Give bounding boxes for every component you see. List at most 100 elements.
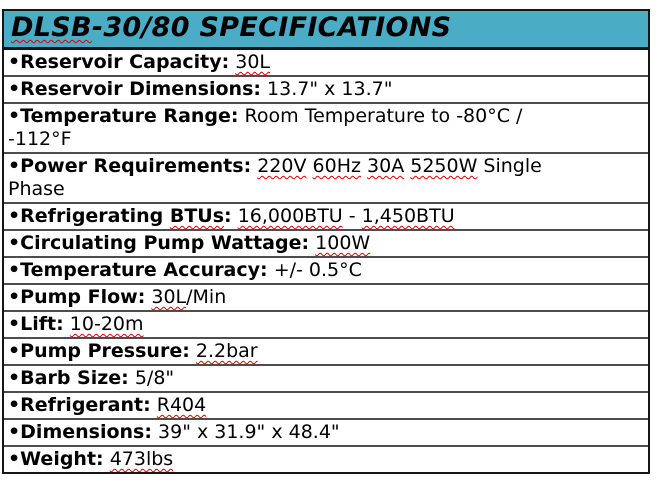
text-segment: Weight: [20, 448, 104, 470]
text-segment: Power Requirements: [20, 155, 252, 177]
spec-label: Barb Size: [20, 367, 129, 389]
spec-row: •Temperature Range: Room Temperature to … [4, 104, 648, 154]
spec-value: Room Temperature to -80°C / -112°F [8, 105, 522, 150]
misspelled-text: 10-20m [69, 313, 144, 335]
text-segment: Phase [8, 178, 65, 200]
misspelled-text: 16,000BTU [237, 205, 343, 227]
bullet-icon: • [8, 421, 21, 443]
text-segment: Single [477, 155, 542, 177]
bullet-icon: • [8, 340, 21, 362]
spec-value: R404 [151, 394, 207, 416]
misspelled-text: 30L [235, 51, 271, 73]
spec-label: Reservoir Dimensions: [20, 78, 261, 100]
text-segment: Pump Flow: [20, 286, 146, 308]
spec-row: •Reservoir Dimensions: 13.7" x 13.7" [4, 77, 648, 104]
spec-row: •Power Requirements: 220V 60Hz 30A 5250W… [4, 154, 648, 204]
spec-label: Temperature Accuracy: [20, 259, 267, 281]
spec-row: •Circulating Pump Wattage: 100W [4, 231, 648, 258]
text-segment: +/- 0.5°C [273, 259, 362, 281]
text-segment: -112°F [8, 128, 72, 150]
spec-row: •Dimensions: 39" x 31.9" x 48.4" [4, 420, 648, 447]
misspelled-text: 2.2bar [195, 340, 258, 362]
spec-row: •Refrigerating BTUs: 16,000BTU - 1,450BT… [4, 204, 648, 231]
text-segment: 39" x 31.9" x 48.4" [158, 421, 340, 443]
spec-label: Reservoir Capacity: [20, 51, 229, 73]
spec-row: •Pump Flow: 30L/Min [4, 285, 648, 312]
bullet-icon: • [8, 78, 21, 100]
text-segment: 13.7" x 13.7" [267, 78, 393, 100]
bullet-icon: • [8, 394, 21, 416]
bullet-icon: • [8, 259, 21, 281]
spec-rows: •Reservoir Capacity: 30L •Reservoir Dime… [4, 50, 648, 472]
spec-value: 30L/Min [145, 286, 226, 308]
spec-label: Weight: [20, 448, 104, 470]
text-segment: : [224, 205, 232, 227]
text-segment: /Min [186, 286, 227, 308]
spec-value: 5/8" [129, 367, 174, 389]
spec-value: 16,000BTU - 1,450BTU [232, 205, 455, 227]
spec-label: Refrigerating BTUs: [20, 205, 231, 227]
spec-row: •Barb Size: 5/8" [4, 366, 648, 393]
text-segment: Dimensions: [20, 421, 152, 443]
spec-label: Temperature Range: [20, 105, 238, 127]
spec-row: •Refrigerant: R404 [4, 393, 648, 420]
text-segment: Circulating Pump Wattage: [20, 232, 310, 254]
misspelled-text: 473lbs [109, 448, 174, 470]
bullet-icon: • [8, 286, 21, 308]
bullet-icon: • [8, 232, 21, 254]
bullet-icon: • [8, 155, 21, 177]
misspelled-text: BTUs [169, 205, 225, 227]
spec-value: 100W [309, 232, 370, 254]
spec-value: 473lbs [104, 448, 174, 470]
spec-value: 30L [229, 51, 270, 73]
text-segment: Temperature Range: [20, 105, 239, 127]
bullet-icon: • [8, 205, 21, 227]
specifications-table: DLSB-30/80 SPECIFICATIONS •Reservoir Cap… [2, 9, 650, 474]
text-segment: Reservoir Capacity: [20, 51, 230, 73]
misspelled-text: 220V [257, 155, 307, 177]
spec-value: 13.7" x 13.7" [261, 78, 392, 100]
spec-label: Pump Pressure: [20, 340, 190, 362]
text-segment: Refrigerant: [20, 394, 151, 416]
spec-label: Dimensions: [20, 421, 152, 443]
spec-label: Power Requirements: [20, 155, 251, 177]
misspelled-text: 60Hz [312, 155, 361, 177]
text-segment: -30/80 SPECIFICATIONS [91, 12, 452, 43]
spec-row: •Pump Pressure: 2.2bar [4, 339, 648, 366]
spec-row: •Weight: 473lbs [4, 447, 648, 472]
misspelled-text: 5250W [410, 155, 478, 177]
spec-label: Lift: [20, 313, 64, 335]
spec-row: •Lift: 10-20m [4, 312, 648, 339]
bullet-icon: • [8, 313, 21, 335]
text-segment: Barb Size: [20, 367, 129, 389]
spec-row: •Temperature Accuracy: +/- 0.5°C [4, 258, 648, 285]
misspelled-text: DLSB [11, 12, 92, 43]
misspelled-text: 30L [151, 286, 187, 308]
text-segment: Temperature Accuracy: [20, 259, 268, 281]
text-segment: 5/8" [134, 367, 175, 389]
bullet-icon: • [8, 367, 21, 389]
spec-row: •Reservoir Capacity: 30L [4, 50, 648, 77]
text-segment: Room Temperature to -80°C / [244, 105, 523, 127]
spec-value: 220V 60Hz 30A 5250W Single Phase [8, 155, 542, 200]
bullet-icon: • [8, 105, 21, 127]
table-header: DLSB-30/80 SPECIFICATIONS [4, 11, 648, 50]
text-segment: Refrigerating [20, 205, 170, 227]
text-segment: Reservoir Dimensions: [20, 78, 261, 100]
text-segment: Lift: [20, 313, 64, 335]
misspelled-text: R404 [156, 394, 207, 416]
misspelled-text: 30A [367, 155, 405, 177]
spec-value: +/- 0.5°C [268, 259, 362, 281]
text-segment: - [342, 205, 362, 227]
spec-value: 10-20m [64, 313, 144, 335]
spec-label: Circulating Pump Wattage: [20, 232, 309, 254]
spec-value: 39" x 31.9" x 48.4" [152, 421, 340, 443]
bullet-icon: • [8, 448, 21, 470]
spec-label: Refrigerant: [20, 394, 151, 416]
page-title: DLSB-30/80 SPECIFICATIONS [11, 12, 642, 43]
spec-value: 2.2bar [190, 340, 258, 362]
misspelled-text: 100W [315, 232, 371, 254]
spec-label: Pump Flow: [20, 286, 145, 308]
bullet-icon: • [8, 51, 21, 73]
text-segment: Pump Pressure: [20, 340, 190, 362]
